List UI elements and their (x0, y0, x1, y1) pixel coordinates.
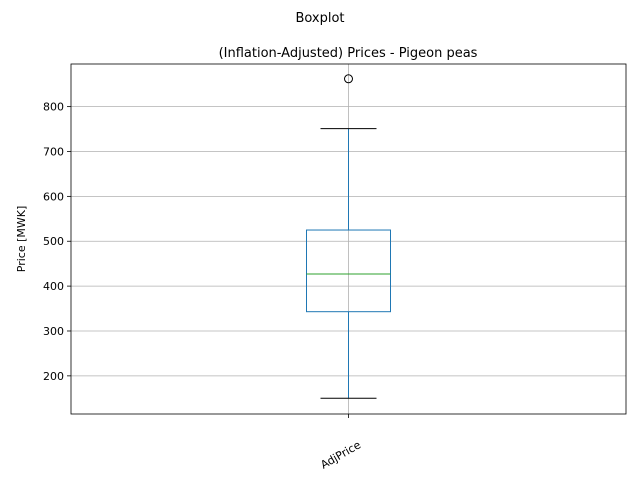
y-tick-label: 300 (43, 325, 64, 338)
y-axis-label: Price [MWK] (15, 206, 28, 273)
y-tick-label: 800 (43, 101, 64, 114)
y-tick-label: 600 (43, 190, 64, 203)
outlier-point (344, 74, 353, 84)
y-tick-label: 700 (43, 146, 64, 159)
iqr-box (306, 229, 391, 313)
y-tick-label: 400 (43, 280, 64, 293)
y-tick-label: 200 (43, 370, 64, 383)
y-tick-label: 500 (43, 235, 64, 248)
box-layer (306, 74, 391, 399)
figure-suptitle: Boxplot (295, 11, 344, 26)
chart-title: (Inflation-Adjusted) Prices - Pigeon pea… (219, 46, 478, 61)
x-tick-label: AdjPrice (318, 438, 363, 471)
